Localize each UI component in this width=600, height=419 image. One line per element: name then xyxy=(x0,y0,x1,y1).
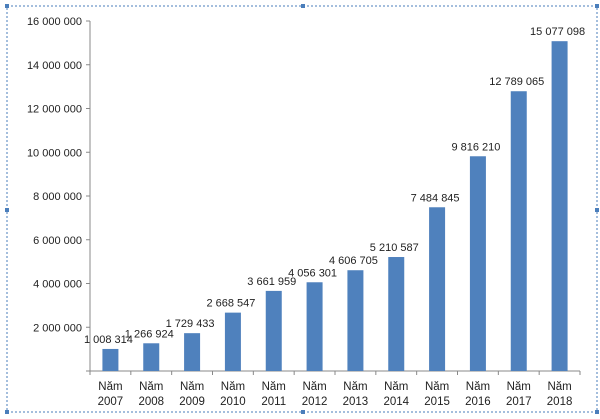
bar xyxy=(510,91,527,372)
x-tick-label: Năm xyxy=(98,381,122,393)
data-label: 7 484 845 xyxy=(411,192,460,204)
data-label: 4 056 301 xyxy=(288,267,337,279)
selection-handle[interactable] xyxy=(5,208,9,212)
data-label: 2 668 547 xyxy=(206,298,255,310)
x-tick-label: Năm xyxy=(302,381,326,393)
x-tick-label-year: 2018 xyxy=(547,396,573,408)
x-tick-label: Năm xyxy=(139,381,163,393)
x-tick-label: Năm xyxy=(425,381,449,393)
bar xyxy=(143,343,160,371)
y-tick-label: 12 000 000 xyxy=(27,104,82,116)
bar xyxy=(551,41,568,372)
selection-handle[interactable] xyxy=(595,4,599,8)
x-tick-label-year: 2017 xyxy=(506,396,532,408)
data-label: 12 789 065 xyxy=(489,76,544,88)
x-tick-label: Năm xyxy=(221,381,245,393)
selection-handle[interactable] xyxy=(301,4,305,8)
x-tick-label: Năm xyxy=(384,381,408,393)
data-label: 5 210 587 xyxy=(370,242,419,254)
bar xyxy=(388,257,405,371)
bar xyxy=(347,270,364,371)
y-tick-label: 6 000 000 xyxy=(33,235,82,247)
y-tick-label: 10 000 000 xyxy=(27,147,82,159)
selection-handle[interactable] xyxy=(301,410,305,414)
selection-handle[interactable] xyxy=(5,4,9,8)
y-tick-label: 14 000 000 xyxy=(27,60,82,72)
bar xyxy=(224,312,241,371)
bar xyxy=(469,156,486,371)
x-tick-label-year: 2011 xyxy=(261,396,286,408)
y-tick-label: 2 000 000 xyxy=(33,322,82,334)
y-tick-label: 8 000 000 xyxy=(33,191,82,203)
bars xyxy=(102,41,568,372)
data-label: 3 661 959 xyxy=(247,276,296,288)
bar xyxy=(265,290,282,371)
x-tick-label-year: 2007 xyxy=(98,396,124,408)
x-tick-label: Năm xyxy=(180,381,204,393)
data-label: 1 008 314 xyxy=(84,334,133,346)
data-label: 4 606 705 xyxy=(329,255,378,267)
bar xyxy=(184,333,201,371)
selection-handles xyxy=(5,4,599,414)
bar xyxy=(429,207,446,371)
bar xyxy=(102,348,119,371)
x-axis-ticks: Năm 2007 Năm 2008 Năm 2009 Năm 2010 Năm 2011 Năm 20… xyxy=(98,381,573,408)
x-tick-label-year: 2010 xyxy=(220,396,246,408)
x-tick-label-year: 2016 xyxy=(465,396,491,408)
y-tick-label: 16 000 000 xyxy=(27,16,82,28)
x-tick-label-year: 2014 xyxy=(383,396,409,408)
x-tick-label: Năm xyxy=(466,381,490,393)
x-tick-label: Năm xyxy=(547,381,571,393)
x-tick-label: Năm xyxy=(507,381,531,393)
selection-handle[interactable] xyxy=(595,208,599,212)
x-tick-label-year: 2009 xyxy=(179,396,205,408)
data-label: 1 266 924 xyxy=(125,328,174,340)
data-label: 9 816 210 xyxy=(451,141,500,153)
y-tick-label: 4 000 000 xyxy=(33,279,82,291)
y-axis-ticks: 2 000 000 4 000 000 6 000 000 8 000 000 10 0… xyxy=(27,16,90,372)
x-tick-label: Năm xyxy=(262,381,286,393)
x-tick-label-year: 2013 xyxy=(343,396,369,408)
x-tick-label-year: 2008 xyxy=(138,396,164,408)
chart-border xyxy=(6,5,598,413)
selection-handle[interactable] xyxy=(5,410,9,414)
axes xyxy=(89,21,581,375)
x-tick-label: Năm xyxy=(343,381,367,393)
bar xyxy=(306,282,323,371)
x-tick-label-year: 2015 xyxy=(424,396,450,408)
data-label: 15 077 098 xyxy=(530,26,585,38)
selection-handle[interactable] xyxy=(595,410,599,414)
data-label: 1 729 433 xyxy=(166,318,215,330)
x-tick-label-year: 2012 xyxy=(302,396,328,408)
